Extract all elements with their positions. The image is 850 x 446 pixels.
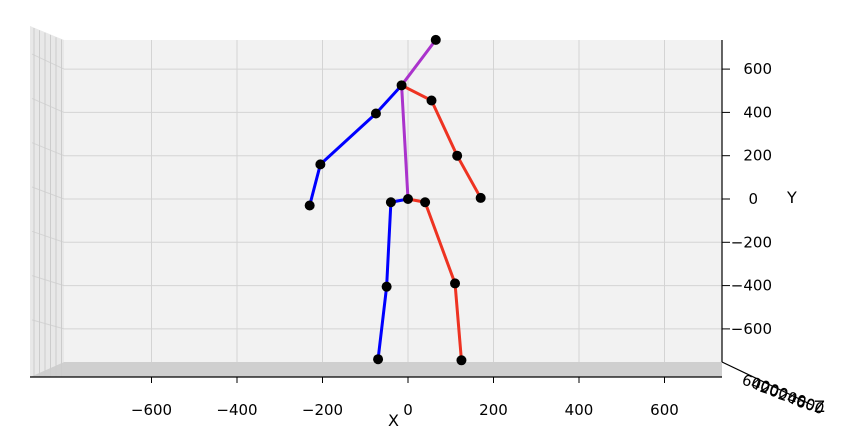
y-tick-label: 600 [743,60,772,78]
joint-right_knee [450,278,461,289]
grid-side-line [31,186,65,200]
bone-right_hip-right_knee [423,200,457,285]
x-tick-label: 600 [650,401,679,419]
bone-left_elbow-left_wrist [308,162,322,207]
grid-side-line [31,142,65,157]
skeleton-joints [304,34,486,366]
y-axis-title: Y [786,188,797,207]
bone-left_shoulder-left_elbow [318,111,378,166]
joint-left_elbow [315,159,326,170]
z-axis-line [721,361,813,406]
bone-right_shoulder-right_elbow [430,98,459,158]
bone-pelvis-thorax [400,83,410,201]
bone-thorax-left_shoulder [374,83,404,115]
bone-left_knee-left_ankle [376,285,389,361]
joint-left_shoulder [370,108,381,119]
y-tick-label: 0 [748,190,758,208]
bone-right_knee-right_ankle [453,281,463,362]
joint-head [430,34,441,45]
joint-thorax [396,80,407,91]
grid-side-line [31,319,65,330]
grid-side-line [31,97,65,113]
skeleton-bones [308,38,483,362]
y-tick-label: 200 [743,147,772,165]
x-tick-label: −200 [302,401,343,419]
bone-thorax-head [400,38,438,87]
joint-left_ankle [373,354,384,365]
y-tick-label: 400 [743,103,772,121]
x-tick-label: 400 [565,401,594,419]
y-tick-label: −600 [731,320,772,338]
x-axis-title: X [388,411,399,430]
axes-panes [30,26,722,377]
joint-right_ankle [456,355,467,366]
axis-labels: X Y Z [388,188,825,430]
joint-left_knee [381,281,392,292]
axis-spines [30,40,813,406]
z-axis-title: Z [814,397,825,416]
joint-pelvis [403,194,413,204]
x-tick-label: 0 [403,401,413,419]
joint-right_elbow [452,150,463,161]
y-tick-label: −400 [731,277,772,295]
bone-left_hip-left_knee [385,200,393,289]
joint-left_wrist [304,200,315,211]
joint-right_wrist [475,192,486,203]
x-tick-label: −400 [216,401,257,419]
grid-lines [31,28,722,377]
bone-thorax-right_shoulder [400,83,434,102]
x-tick-label: 200 [479,401,508,419]
grid-side-line [31,230,65,243]
grid-side-line [31,53,65,70]
joint-left_hip [385,197,396,208]
bone-right_elbow-right_wrist [455,154,483,200]
y-tick-label: −200 [731,233,772,251]
x-tick-label: −600 [131,401,172,419]
grid-side-line [31,275,65,287]
joint-right_hip [420,197,431,208]
floor-pane [30,362,722,377]
joint-right_shoulder [426,95,437,106]
